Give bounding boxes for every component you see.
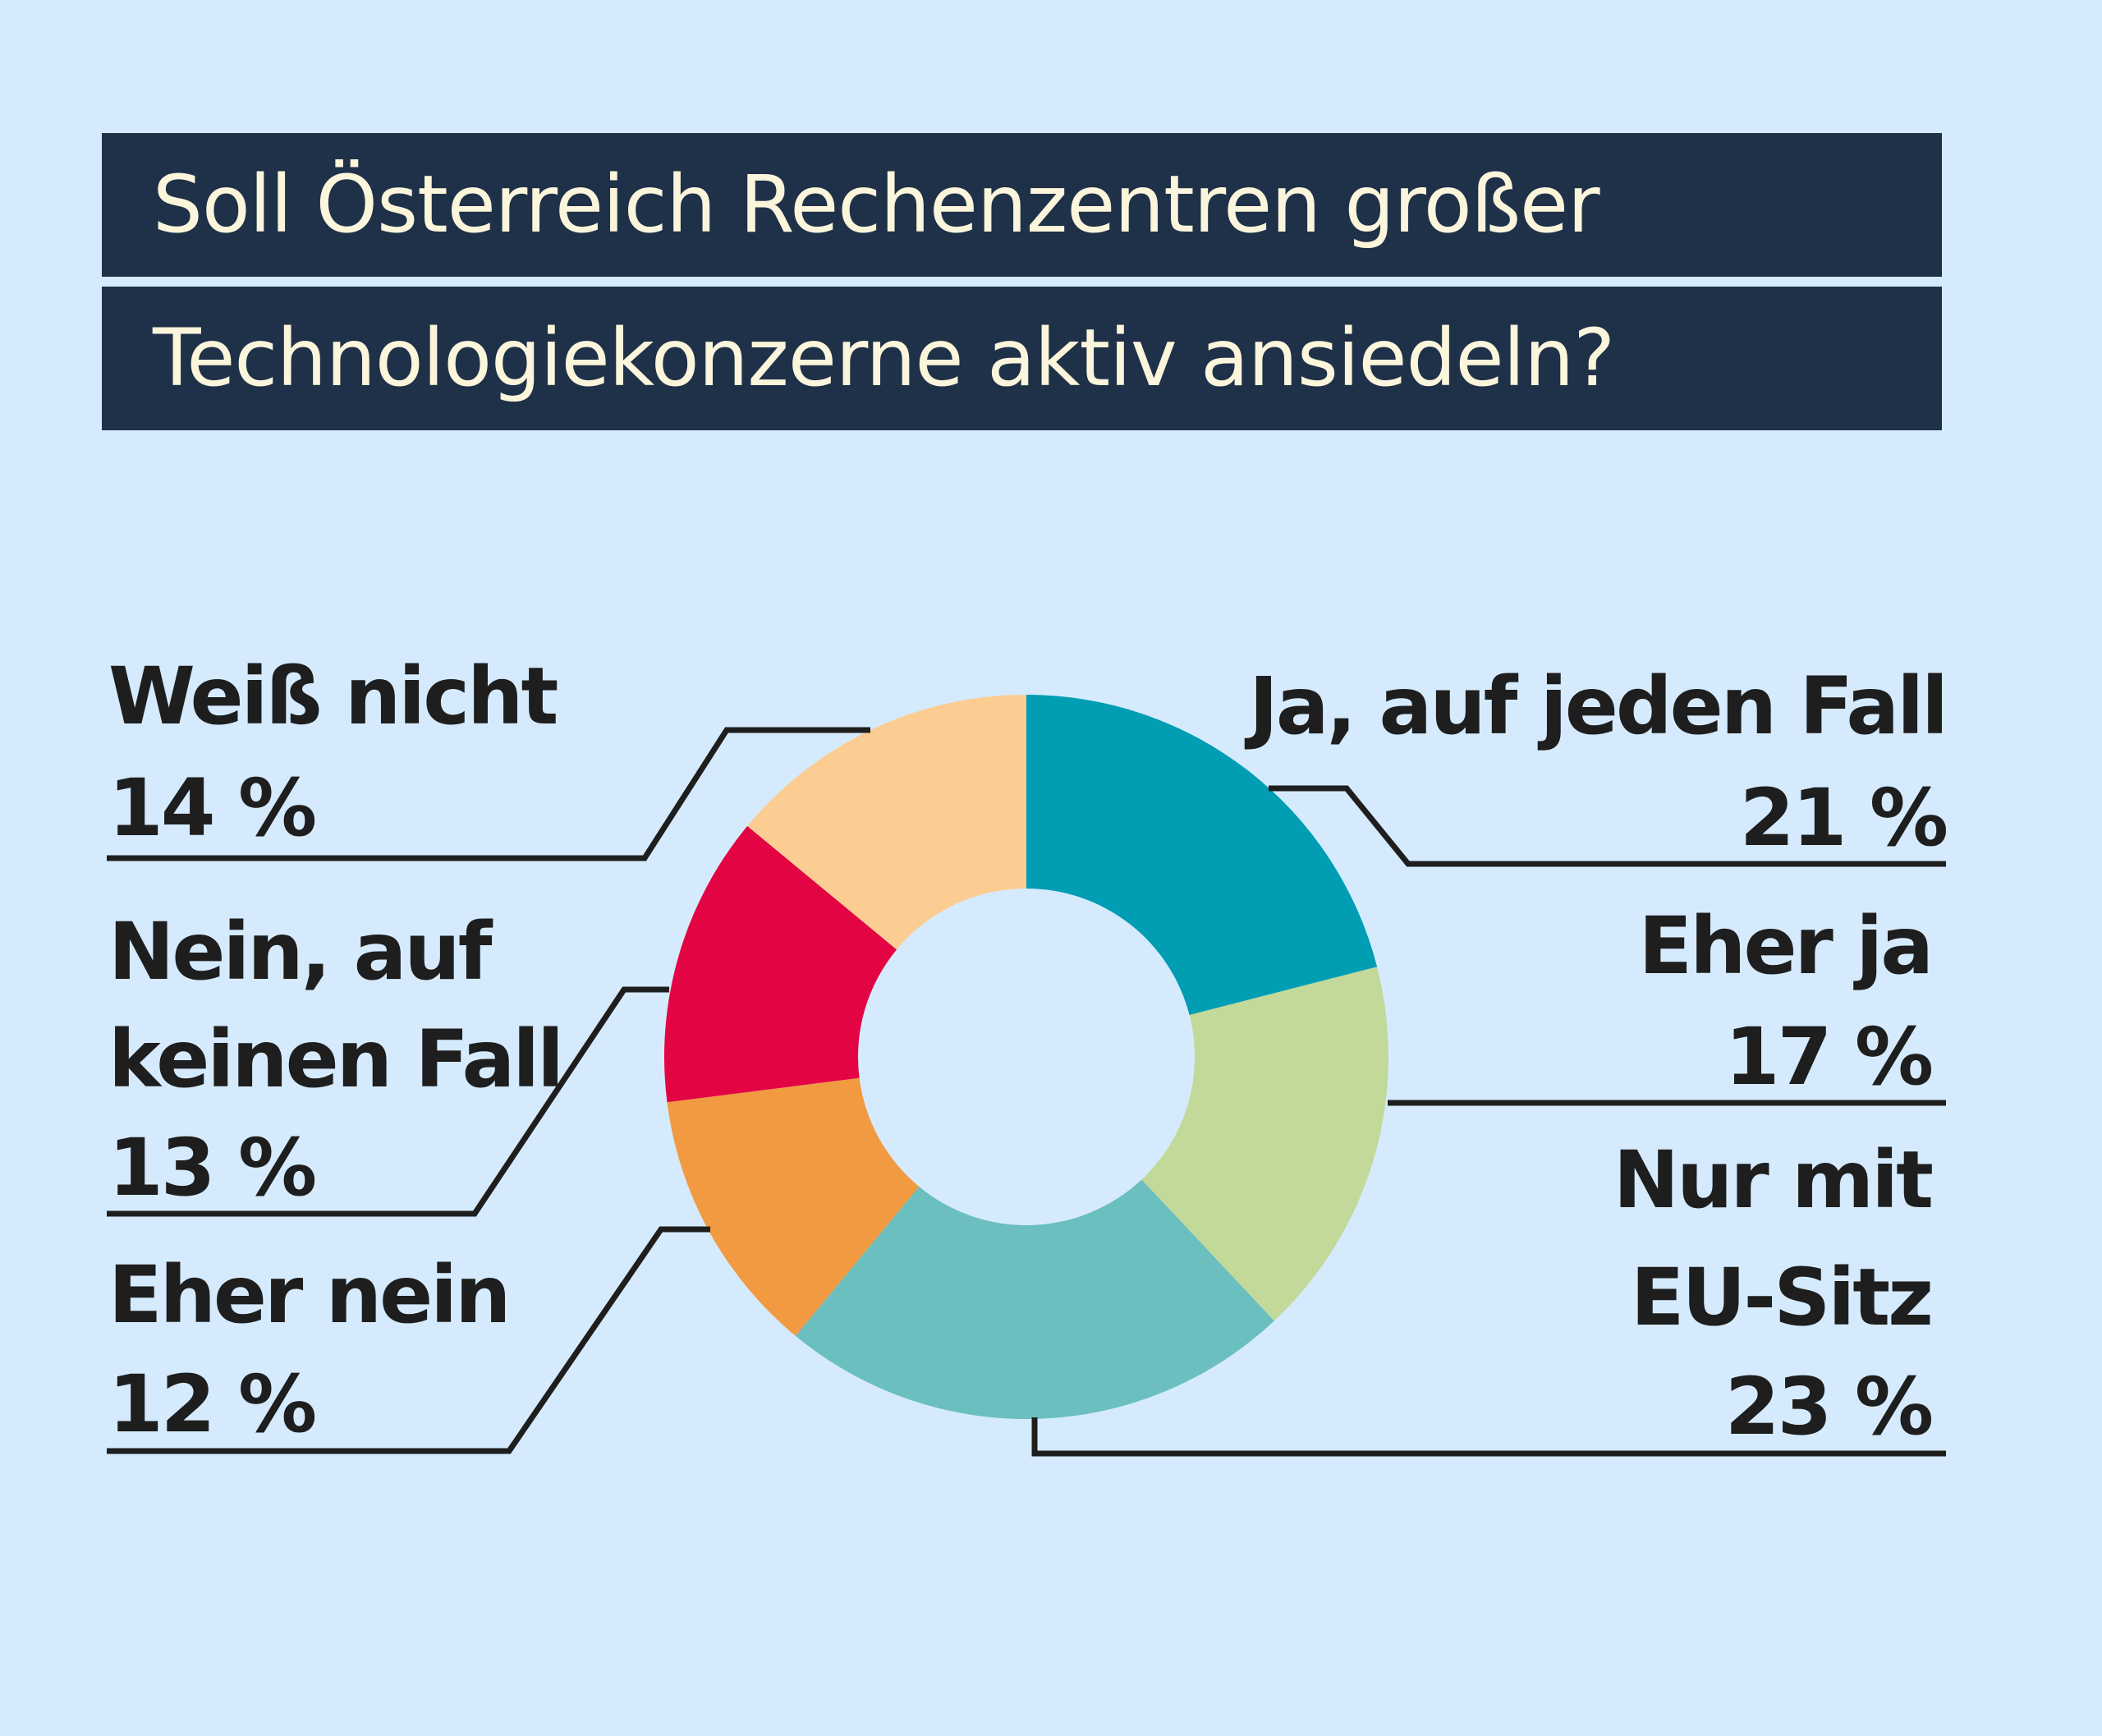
slice-label-0-line-0: Ja, auf jeden Fall (1244, 660, 1946, 752)
chart-title-line-1: Soll Österreich Rechenzentren großer (102, 133, 1942, 277)
donut-slice-3 (667, 1077, 920, 1336)
slice-value-4: 13 % (108, 1122, 315, 1214)
slice-value-2: 23 % (1725, 1361, 1932, 1453)
slice-label-4-line-1: keinen Fall (108, 1013, 562, 1105)
slice-value-3: 12 % (108, 1358, 315, 1450)
slice-label-5-line-0: Weiß nicht (108, 650, 557, 742)
leader-line-4 (107, 986, 669, 1217)
slice-value-0: 21 % (1740, 772, 1947, 864)
donut-slice-5 (747, 695, 1026, 950)
leader-lines (107, 727, 1946, 1457)
slice-label-3-line-0: Eher nein (108, 1249, 509, 1341)
leader-line-2 (1031, 1417, 1946, 1457)
donut-slices (664, 695, 1388, 1419)
slice-value-5: 14 % (108, 762, 315, 854)
leader-line-0 (1269, 785, 1946, 867)
slice-value-1: 17 % (1725, 1011, 1932, 1103)
slice-label-2-line-0: Nur mit (1613, 1134, 1932, 1226)
chart-title-line-2: Technologiekonzerne aktiv ansiedeln? (102, 287, 1942, 430)
slice-labels: Ja, auf jeden Fall 21 % Eher ja 17 % Nur mit… (108, 650, 1949, 1453)
leader-line-5 (107, 727, 870, 861)
slice-label-2-line-1: EU-Sitz (1631, 1251, 1931, 1343)
donut-slice-2 (795, 1179, 1274, 1419)
donut-slice-0 (1026, 695, 1378, 1016)
slice-label-4-line-0: Nein, auf (108, 906, 493, 998)
slice-label-1-line-0: Eher ja (1639, 900, 1931, 992)
donut-slice-4 (664, 825, 897, 1103)
leader-line-3 (107, 1226, 710, 1454)
donut-slice-1 (1141, 967, 1388, 1321)
